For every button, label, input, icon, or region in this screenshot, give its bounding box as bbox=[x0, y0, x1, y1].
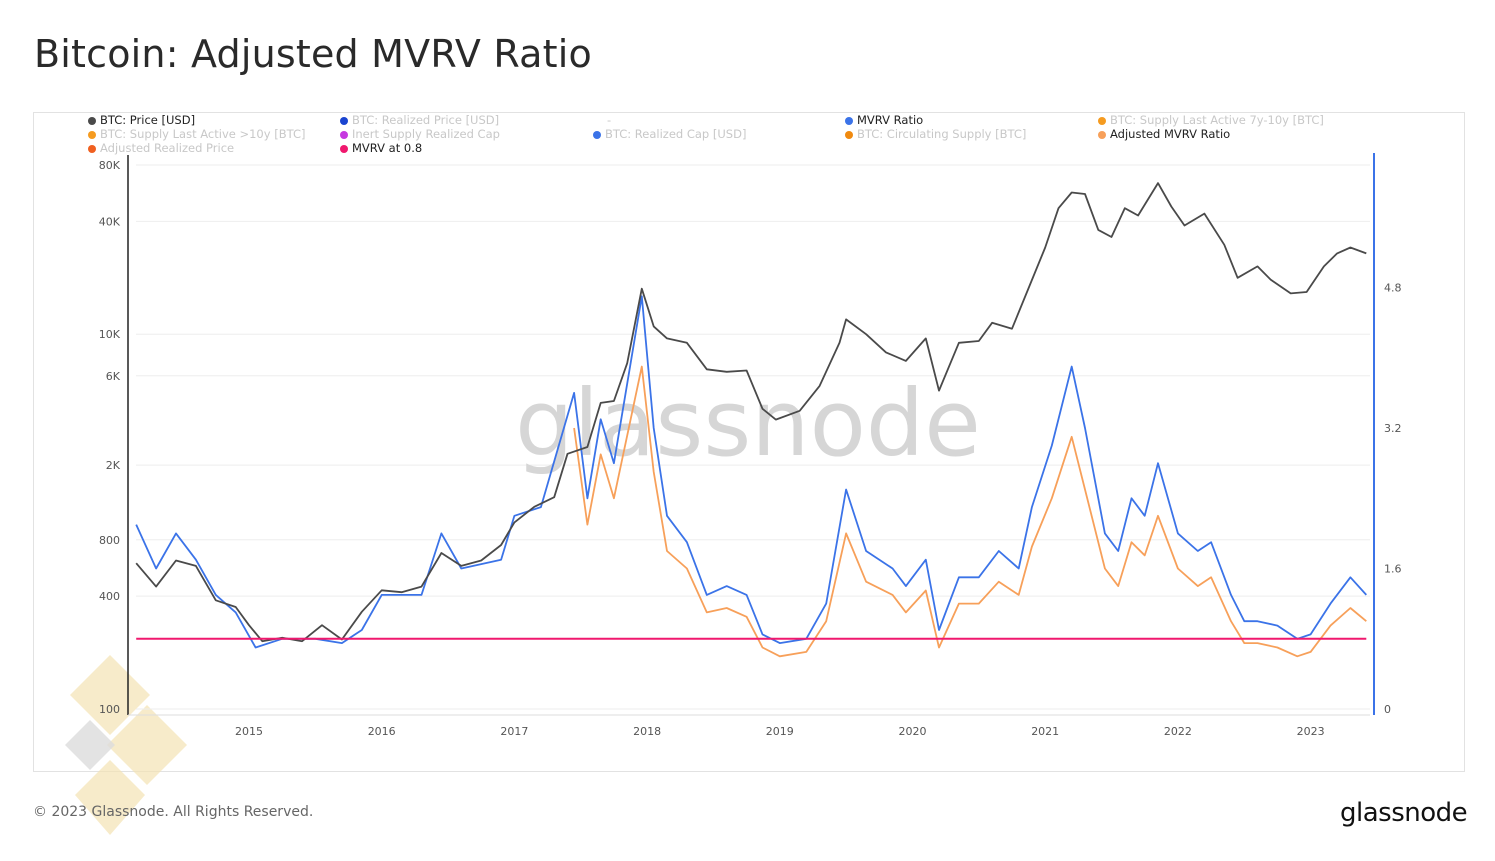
legend-item[interactable]: Inert Supply Realized Cap bbox=[340, 128, 500, 141]
x-tick-label: 2020 bbox=[899, 725, 927, 738]
mvrv-ratio-line bbox=[135, 295, 1367, 649]
diamond-shape bbox=[107, 705, 187, 785]
legend-item[interactable]: Adjusted MVRV Ratio bbox=[1098, 128, 1230, 141]
x-tick-label: 2019 bbox=[766, 725, 794, 738]
x-tick-label: 2016 bbox=[368, 725, 396, 738]
y-right-tick-label: 1.6 bbox=[1384, 563, 1402, 576]
x-tick-label: 2017 bbox=[500, 725, 528, 738]
y-left-tick-label: 2K bbox=[106, 459, 121, 472]
legend-label: BTC: Supply Last Active 7y-10y [BTC] bbox=[1110, 113, 1324, 127]
legend-item[interactable]: Adjusted Realized Price bbox=[88, 142, 234, 155]
legend-label: BTC: Supply Last Active >10y [BTC] bbox=[100, 127, 306, 141]
legend-dot-icon bbox=[1098, 130, 1106, 139]
legend-label: BTC: Price [USD] bbox=[100, 113, 196, 127]
y-right-tick-label: 0 bbox=[1384, 703, 1391, 716]
glassnode-logo: glassnode bbox=[1340, 798, 1468, 828]
chart-frame bbox=[33, 112, 1465, 772]
y-left-tick-label: 40K bbox=[99, 215, 121, 228]
diamond-shape bbox=[65, 720, 115, 770]
y-left-tick-label: 800 bbox=[99, 534, 120, 547]
legend-label: Adjusted MVRV Ratio bbox=[1110, 127, 1231, 141]
legend-label: BTC: Realized Cap [USD] bbox=[605, 127, 747, 141]
legend-item[interactable]: MVRV at 0.8 bbox=[340, 142, 422, 155]
legend-dot-icon bbox=[340, 144, 348, 153]
diamond-shape bbox=[75, 760, 145, 835]
x-tick-label: 2021 bbox=[1031, 725, 1059, 738]
x-tick-label: 2023 bbox=[1297, 725, 1325, 738]
x-tick-label: 2022 bbox=[1164, 725, 1192, 738]
page-title: Bitcoin: Adjusted MVRV Ratio bbox=[34, 32, 592, 76]
legend-item[interactable]: BTC: Circulating Supply [BTC] bbox=[845, 128, 1026, 141]
legend-dot-icon bbox=[845, 130, 853, 139]
legend-dot-icon bbox=[593, 130, 601, 139]
y-right-tick-label: 4.8 bbox=[1384, 282, 1402, 295]
y-right-tick-label: 3.2 bbox=[1384, 422, 1402, 435]
copyright-footer: © 2023 Glassnode. All Rights Reserved. bbox=[33, 804, 314, 820]
legend-item[interactable]: MVRV Ratio bbox=[845, 114, 923, 127]
legend-label: BTC: Realized Price [USD] bbox=[352, 113, 500, 127]
x-tick-label: 2018 bbox=[633, 725, 661, 738]
y-left-tick-label: 400 bbox=[99, 590, 120, 603]
watermark: glassnode bbox=[515, 370, 981, 477]
price-line bbox=[135, 182, 1367, 643]
legend-item[interactable]: BTC: Supply Last Active 7y-10y [BTC] bbox=[1098, 114, 1324, 127]
legend-dot-icon bbox=[340, 116, 348, 125]
legend-dot-icon bbox=[88, 116, 96, 125]
legend-dot-icon bbox=[340, 130, 348, 139]
y-left-tick-label: 100 bbox=[99, 703, 120, 716]
adjusted-mvrv-ratio-line bbox=[573, 365, 1367, 658]
legend-label: MVRV Ratio bbox=[857, 113, 924, 127]
legend-dot-icon bbox=[845, 116, 853, 125]
y-left-tick-label: 80K bbox=[99, 159, 121, 172]
legend-label: Adjusted Realized Price bbox=[100, 141, 235, 155]
x-tick-label: 2015 bbox=[235, 725, 263, 738]
legend-item[interactable]: BTC: Realized Cap [USD] bbox=[593, 128, 746, 141]
legend-label: MVRV at 0.8 bbox=[352, 141, 423, 155]
y-left-tick-label: 6K bbox=[106, 370, 121, 383]
legend-item[interactable]: BTC: Realized Price [USD] bbox=[340, 114, 499, 127]
legend-dot-icon bbox=[88, 144, 96, 153]
y-left-tick-label: 10K bbox=[99, 328, 121, 341]
legend-dot-icon bbox=[88, 130, 96, 139]
legend-label: BTC: Circulating Supply [BTC] bbox=[857, 127, 1027, 141]
legend-label: Inert Supply Realized Cap bbox=[352, 127, 500, 141]
legend-dot-icon bbox=[1098, 116, 1106, 125]
legend-label: - bbox=[607, 113, 612, 127]
legend-item[interactable]: BTC: Price [USD] bbox=[88, 114, 195, 127]
legend-item[interactable]: - bbox=[607, 114, 611, 127]
legend-item[interactable]: BTC: Supply Last Active >10y [BTC] bbox=[88, 128, 305, 141]
